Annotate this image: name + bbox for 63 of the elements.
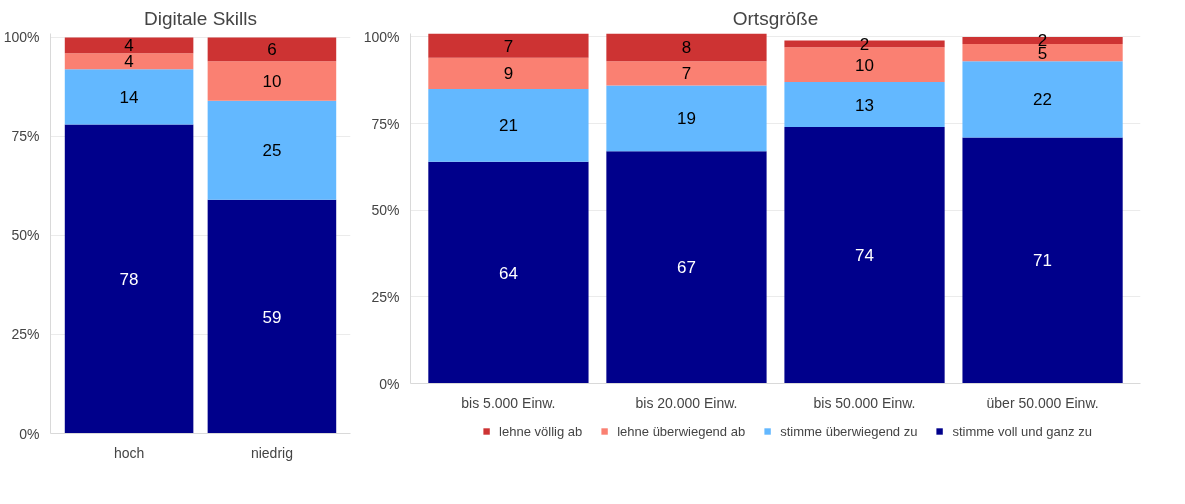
data-label: 6 (267, 40, 277, 60)
y-tick-label: 100% (3, 29, 40, 46)
data-label: 59 (262, 307, 282, 327)
bar (606, 33, 767, 62)
data-label: 2 (859, 34, 870, 54)
data-label: 71 (1033, 251, 1053, 271)
data-label: 8 (681, 38, 692, 58)
bar (64, 37, 194, 54)
bar (207, 100, 337, 200)
bar (64, 69, 194, 125)
data-label: 7 (681, 64, 692, 84)
bar (606, 151, 767, 384)
y-tick-label: 50% (11, 227, 40, 244)
data-label: 10 (855, 55, 874, 75)
bar (207, 61, 337, 101)
bar (784, 82, 945, 128)
y-tick-label: 0% (379, 375, 400, 392)
x-tick-label: bis 5.000 Einw. (461, 394, 556, 411)
x-tick-label: bis 50.000 Einw. (813, 394, 916, 411)
x-tick-label: niedrig (250, 444, 293, 461)
y-tick-label: 50% (371, 202, 400, 219)
legend-label: lehne völlig ab (499, 423, 583, 439)
bar (962, 61, 1123, 138)
x-tick-label: über 50.000 Einw. (986, 394, 1099, 411)
bar (606, 85, 767, 152)
legend-label: stimme voll und ganz zu (952, 423, 1092, 439)
legend-label: lehne überwiegend ab (617, 423, 746, 439)
y-tick-label: 25% (11, 326, 40, 343)
chart-title: Digitale Skills (144, 7, 257, 29)
bar (606, 61, 767, 86)
legend-label: stimme überwiegend zu (780, 423, 918, 439)
bar (784, 127, 945, 384)
bar (207, 199, 337, 434)
bar (64, 53, 194, 70)
x-tick-label: hoch (113, 444, 145, 461)
data-label: 10 (262, 72, 282, 92)
data-label: 21 (498, 116, 518, 136)
y-tick-label: 0% (19, 425, 40, 442)
bar (962, 36, 1123, 44)
data-label: 74 (855, 246, 874, 266)
data-label: 22 (1033, 90, 1053, 110)
bar (784, 40, 945, 48)
data-label: 14 (119, 87, 139, 107)
y-tick-label: 75% (11, 128, 40, 145)
bar (962, 137, 1123, 384)
bar (428, 88, 589, 162)
y-tick-label: 100% (363, 28, 400, 45)
bar (428, 57, 589, 89)
y-tick-label: 25% (371, 288, 400, 305)
bar (207, 37, 337, 62)
bar (428, 161, 589, 384)
data-label: 13 (855, 95, 874, 115)
data-label: 67 (677, 258, 696, 278)
x-tick-label: bis 20.000 Einw. (635, 394, 738, 411)
y-tick-label: 75% (371, 115, 400, 132)
data-label: 19 (677, 109, 696, 129)
data-label: 25 (262, 141, 282, 161)
data-label: 78 (119, 270, 139, 290)
chart-title: Ortsgröße (732, 7, 819, 29)
data-label: 7 (503, 36, 514, 56)
data-label: 64 (498, 263, 518, 283)
bar (428, 33, 589, 58)
data-label: 9 (503, 64, 514, 84)
